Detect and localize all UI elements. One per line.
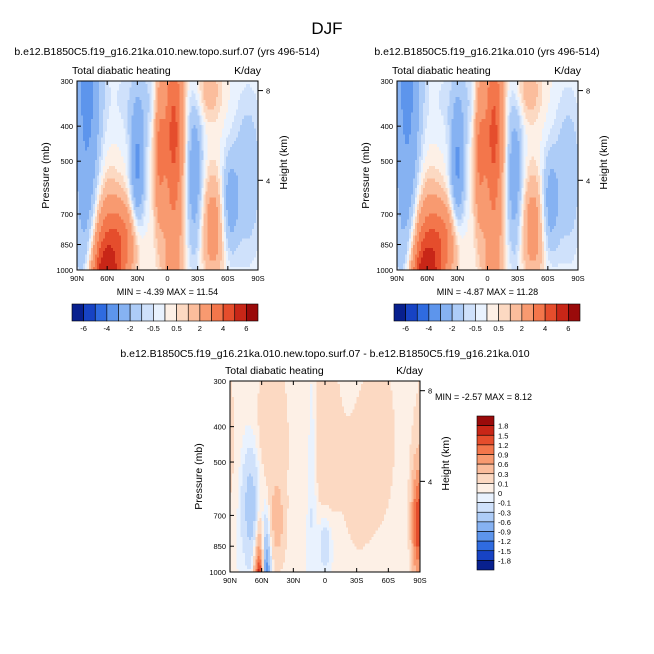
panel-title: b.e12.B1850C5.f19_g16.21ka.010.new.topo.… (14, 46, 319, 58)
panel-1: b.e12.B1850C5.f19_g16.21ka.010.new.topo.… (14, 46, 319, 333)
panels-layer: b.e12.B1850C5.f19_g16.21ka.010.new.topo.… (14, 46, 610, 585)
figure-title: DJF (311, 19, 342, 38)
units-label: K/day (234, 65, 262, 77)
left-string: Total diabatic heating (72, 65, 171, 77)
heatmap-cells (77, 81, 258, 270)
